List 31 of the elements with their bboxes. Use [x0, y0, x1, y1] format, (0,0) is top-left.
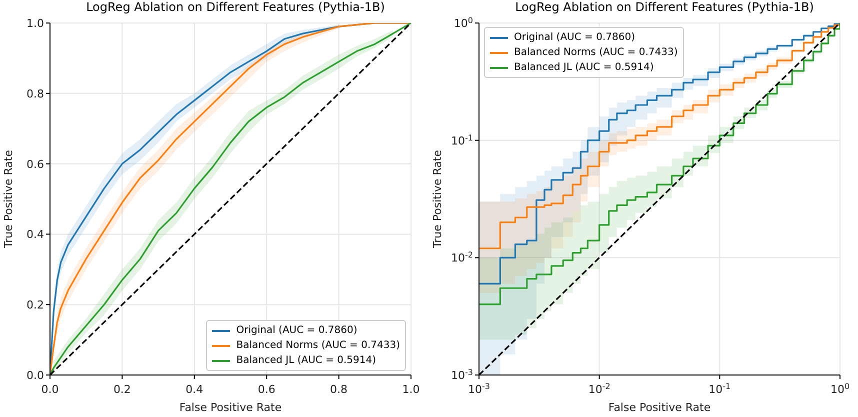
y-axis-title: True Positive Rate — [2, 150, 15, 249]
x-tick-label: 10$^{0}$ — [830, 382, 850, 396]
y-tick-label: 1.0 — [26, 17, 44, 30]
y-tick-label: 10$^{-2}$ — [451, 250, 473, 265]
x-tick-label: 10$^{-3}$ — [468, 382, 490, 396]
x-tick-label: 0.2 — [113, 383, 131, 396]
x-tick-label: 0.0 — [41, 383, 59, 396]
chart-title: LogReg Ablation on Different Features (Pythia-1B) — [514, 0, 815, 16]
x-tick-label: 0.4 — [186, 383, 204, 396]
legend-label: Balanced JL (AUC = 0.5914) — [514, 62, 654, 74]
chart-title: LogReg Ablation on Different Features (Pythia-1B) — [85, 0, 386, 16]
y-tick-label: 0.6 — [26, 158, 44, 171]
legend-label: Balanced JL (AUC = 0.5914) — [236, 354, 376, 366]
y-tick-label: 0.8 — [26, 87, 44, 100]
x-tick-label: 10$^{-2}$ — [588, 382, 610, 396]
y-tick-label: 0.2 — [26, 298, 44, 312]
y-tick-label: 10$^{-1}$ — [451, 132, 473, 148]
legend-label: Original (AUC = 0.7860) — [514, 32, 635, 44]
y-tick-label: 10$^{-3}$ — [451, 368, 473, 382]
legend-label: Balanced Norms (AUC = 0.7433) — [236, 340, 400, 352]
x-tick-label: 1.0 — [402, 383, 420, 396]
x-axis-title: False Positive Rate — [608, 401, 711, 414]
x-tick-label: 0.6 — [258, 383, 276, 396]
y-axis-title: True Positive Rate — [430, 150, 444, 249]
x-tick-label: 10$^{-1}$ — [708, 382, 731, 396]
y-tick-label: 0.4 — [26, 228, 44, 242]
legend-label: Balanced Norms (AUC = 0.7433) — [514, 46, 678, 58]
x-tick-label: 0.8 — [330, 383, 348, 396]
x-axis-title: False Positive Rate — [179, 401, 282, 414]
y-tick-label: 0.0 — [26, 369, 44, 382]
legend-label: Original (AUC = 0.7860) — [236, 324, 358, 336]
